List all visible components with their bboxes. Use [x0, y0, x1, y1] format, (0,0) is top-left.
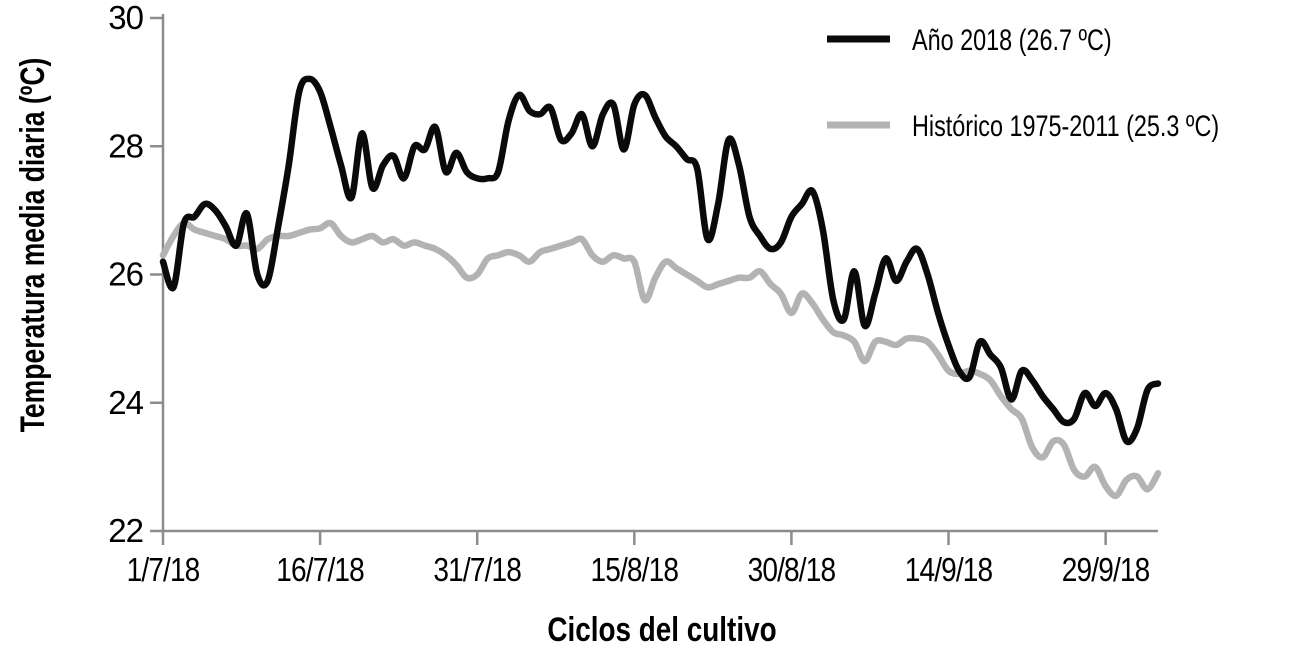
x-tick-label: 14/9/18 [905, 552, 993, 589]
y-tick-label: 24 [108, 384, 143, 421]
y-axis-title: Temperatura media diaria (ºC) [14, 58, 52, 433]
x-axis-title: Ciclos del cultivo [547, 610, 776, 648]
legend-label-ano-2018: Año 2018 (26.7 ºC) [912, 23, 1112, 56]
x-tick-label: 30/8/18 [748, 552, 836, 589]
x-tick-label: 29/9/18 [1062, 552, 1150, 589]
series-line-ano-2018 [159, 75, 1162, 446]
y-tick-label: 22 [108, 512, 143, 549]
y-tick-label: 30 [108, 0, 143, 36]
x-tick-label: 31/7/18 [433, 552, 521, 589]
y-tick-label: 28 [108, 127, 143, 164]
axes: 30 28 26 24 221/7/18 16/7/18 31/7/18 15/8/18 30/… [108, 0, 1158, 589]
x-tick-label: 16/7/18 [276, 552, 364, 589]
x-tick-label: 15/8/18 [591, 552, 679, 589]
series-line-historico-1975-2011 [159, 219, 1162, 500]
legend-label-historico: Histórico 1975-2011 (25.3 ºC) [912, 109, 1219, 142]
y-tick-label: 26 [108, 256, 143, 293]
legend: Año 2018 (26.7 ºC) Histórico 1975-2011 (… [827, 23, 1219, 143]
x-tick-label: 1/7/18 [127, 552, 200, 589]
